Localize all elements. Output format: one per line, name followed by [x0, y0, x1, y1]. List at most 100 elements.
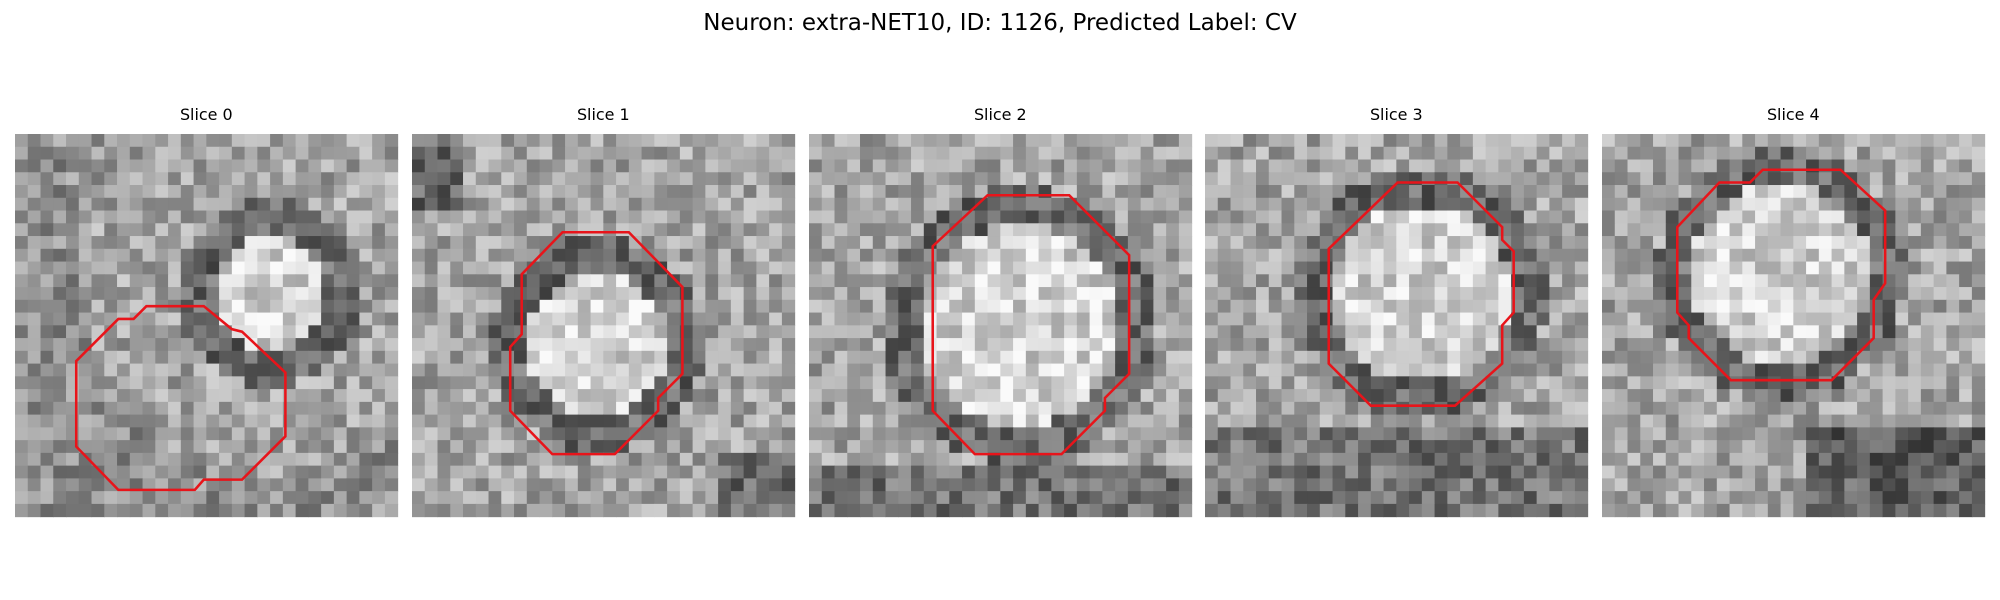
pixel — [1447, 223, 1461, 237]
pixel — [1358, 465, 1372, 479]
pixel — [641, 338, 655, 352]
pixel — [1205, 376, 1219, 390]
pixel — [244, 197, 258, 212]
pixel — [730, 363, 745, 377]
pixel — [1307, 325, 1321, 339]
pixel — [1704, 478, 1718, 492]
pixel — [1358, 274, 1372, 288]
pixel — [66, 503, 80, 518]
pixel — [628, 338, 643, 352]
pixel — [847, 274, 861, 288]
pixel — [1498, 197, 1512, 212]
pixel — [168, 146, 182, 161]
pixel — [641, 389, 655, 403]
pixel — [180, 503, 195, 518]
pixel — [1844, 197, 1858, 212]
pixel — [679, 210, 694, 224]
pixel — [1460, 503, 1474, 518]
pixel — [1294, 325, 1308, 339]
pixel — [501, 350, 515, 365]
pixel — [142, 465, 156, 479]
pixel — [1447, 389, 1461, 403]
pixel — [539, 134, 553, 148]
pixel — [1857, 159, 1871, 173]
pixel — [1908, 414, 1922, 428]
pixel — [1806, 465, 1820, 479]
pixel — [1345, 159, 1359, 173]
pixel — [1793, 210, 1807, 224]
pixel — [1051, 261, 1065, 275]
pixel — [1332, 452, 1346, 467]
pixel — [501, 223, 515, 237]
pixel — [424, 401, 439, 416]
pixel — [809, 440, 823, 454]
pixel — [1013, 274, 1027, 288]
pixel — [129, 503, 144, 518]
pixel — [40, 299, 54, 314]
pixel — [1818, 376, 1833, 390]
pixel — [911, 325, 925, 339]
pixel — [730, 465, 745, 479]
pixel — [1013, 376, 1027, 390]
pixel — [1946, 274, 1960, 288]
pixel — [667, 248, 681, 263]
pixel — [142, 185, 156, 199]
pixel — [1485, 197, 1499, 212]
pixel — [1869, 185, 1884, 199]
pixel — [424, 197, 439, 212]
pixel — [1281, 172, 1295, 186]
pixel — [1243, 363, 1257, 377]
pixel — [475, 223, 490, 237]
pixel — [1780, 414, 1794, 428]
pixel — [1971, 210, 1986, 224]
pixel — [1268, 287, 1283, 301]
pixel — [333, 210, 348, 224]
pixel — [577, 452, 592, 467]
pixel — [616, 452, 630, 467]
pixel — [463, 376, 477, 390]
pixel — [1038, 350, 1052, 365]
pixel — [1780, 465, 1794, 479]
pixel — [1205, 350, 1219, 365]
pixel — [1025, 363, 1040, 377]
pixel — [1844, 210, 1858, 224]
pixel — [412, 478, 426, 492]
pixel — [1857, 325, 1871, 339]
pixel — [936, 338, 950, 352]
pixel — [743, 197, 757, 212]
pixel — [1678, 299, 1692, 314]
pixel — [1421, 427, 1436, 441]
pixel — [1396, 414, 1410, 428]
pixel — [1370, 491, 1385, 505]
pixel — [53, 503, 67, 518]
pixel — [321, 274, 335, 288]
pixel — [1614, 363, 1629, 377]
pixel — [91, 261, 105, 275]
pixel — [667, 274, 681, 288]
pixel — [577, 274, 592, 288]
pixel — [1409, 427, 1423, 441]
pixel — [384, 401, 399, 416]
pixel — [384, 134, 399, 148]
pixel — [1780, 134, 1794, 148]
pixel — [1562, 325, 1576, 339]
pixel — [372, 376, 386, 390]
pixel — [206, 503, 220, 518]
pixel — [1472, 503, 1487, 518]
pixel — [359, 325, 373, 339]
pixel — [501, 185, 515, 199]
pixel — [27, 172, 42, 186]
pixel — [117, 210, 131, 224]
pixel — [1640, 312, 1654, 326]
pixel — [590, 248, 604, 263]
pixel — [911, 134, 925, 148]
pixel — [1332, 185, 1346, 199]
pixel — [308, 159, 322, 173]
pixel — [1243, 338, 1257, 352]
pixel — [1793, 478, 1807, 492]
pixel — [769, 236, 783, 250]
pixel — [821, 401, 836, 416]
pixel — [949, 389, 963, 403]
pixel — [809, 299, 823, 314]
pixel — [1472, 338, 1487, 352]
